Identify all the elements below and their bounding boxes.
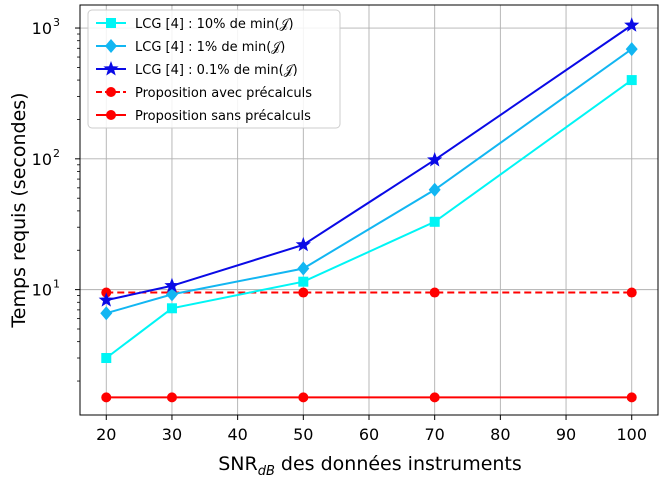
- data-point: [164, 277, 180, 293]
- legend-entry: LCG [4] : 0.1% de min(𝒥): [96, 61, 298, 78]
- legend-entry: Proposition sans précalculs: [96, 109, 311, 124]
- x-tick-label: 60: [359, 425, 379, 444]
- legend: LCG [4] : 10% de min(𝒥) LCG [4] : 1% de m…: [87, 9, 341, 129]
- x-tick-label: 40: [227, 425, 247, 444]
- data-point: [166, 303, 177, 314]
- legend-box: [87, 9, 341, 129]
- legend-label: LCG [4] : 1% de min(𝒥): [135, 40, 285, 55]
- series-4: [101, 392, 637, 403]
- data-point: [429, 216, 440, 227]
- data-point: [626, 287, 637, 298]
- data-point: [298, 287, 309, 298]
- series-1: [100, 42, 638, 321]
- x-tick-label: 80: [490, 425, 510, 444]
- data-point: [101, 353, 112, 364]
- legend-marker: [106, 87, 116, 97]
- x-tick-label: 90: [556, 425, 576, 444]
- data-point: [166, 392, 177, 403]
- data-point: [429, 287, 440, 298]
- y-tick-label: 10: [32, 150, 52, 169]
- data-point: [100, 306, 113, 321]
- data-point: [295, 236, 311, 252]
- data-point: [427, 151, 443, 167]
- data-point: [428, 182, 441, 197]
- y-tick-label: 10: [32, 281, 52, 300]
- series-2: [98, 17, 640, 307]
- x-tick-label: 20: [96, 425, 116, 444]
- x-tick-label: 70: [425, 425, 445, 444]
- data-point: [626, 75, 637, 86]
- y-tick-exponent: 2: [53, 147, 60, 160]
- legend-label: LCG [4] : 0.1% de min(𝒥): [135, 63, 298, 78]
- y-tick-label: 10: [32, 19, 52, 38]
- y-axis-label: Temps requis (secondes): [8, 92, 30, 328]
- legend-entry: Proposition avec précalculs: [96, 86, 312, 101]
- data-point: [626, 392, 637, 403]
- data-point: [297, 261, 310, 276]
- data-point: [101, 392, 112, 403]
- y-tick-exponent: 3: [53, 16, 60, 29]
- x-tick-label: 100: [616, 425, 647, 444]
- data-point: [429, 392, 440, 403]
- data-point: [625, 42, 638, 57]
- x-axis-ticks: 20 30 40 50 60 70 80 90 100: [96, 415, 647, 444]
- x-axis-label: SNRdB des données instruments: [218, 453, 522, 477]
- legend-marker: [103, 61, 119, 76]
- legend-marker: [106, 18, 116, 28]
- series-layer: [98, 17, 640, 403]
- series-0: [101, 75, 637, 364]
- data-point: [624, 17, 640, 32]
- x-tick-label: 30: [162, 425, 182, 444]
- data-point: [298, 392, 309, 403]
- legend-label: Proposition avec précalculs: [135, 86, 312, 101]
- data-point: [298, 276, 309, 287]
- legend-marker: [106, 110, 116, 120]
- legend-entry: LCG [4] : 1% de min(𝒥): [96, 39, 285, 55]
- legend-entry: LCG [4] : 10% de min(𝒥): [96, 17, 294, 32]
- x-tick-label: 50: [293, 425, 313, 444]
- data-point: [98, 292, 114, 307]
- legend-label: Proposition sans précalculs: [135, 109, 311, 124]
- legend-label: LCG [4] : 10% de min(𝒥): [135, 17, 294, 32]
- legend-marker: [105, 39, 117, 53]
- y-tick-exponent: 1: [53, 278, 60, 291]
